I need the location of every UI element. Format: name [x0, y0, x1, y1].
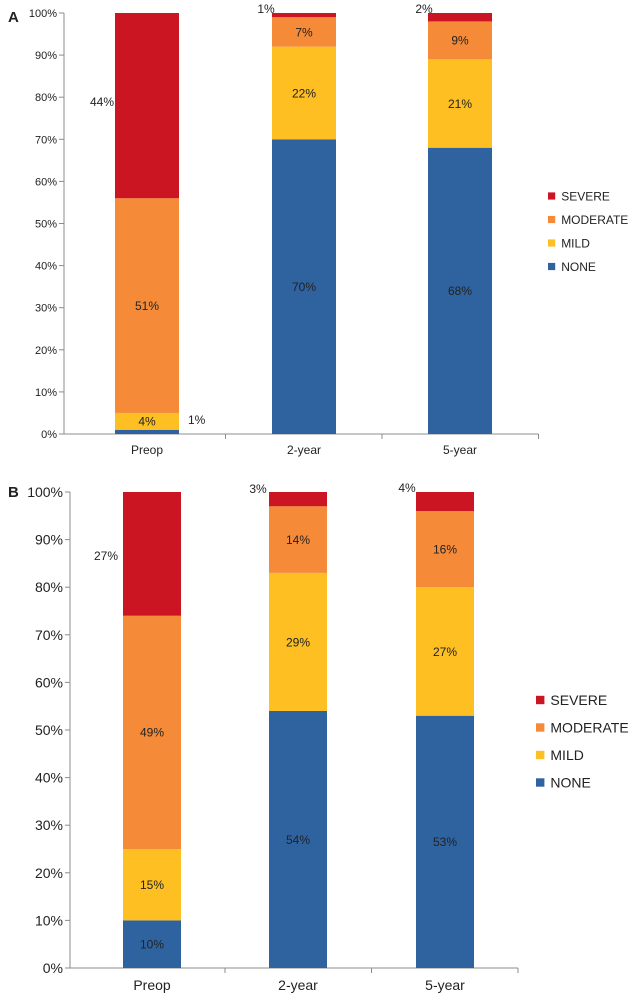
bar-segment-moderate: [123, 615, 181, 849]
chart-panel-a: A 0% 10% 20% 30% 40% 50% 60% 70% 80% 90% 100% Preop 2…: [8, 2, 628, 457]
legend-label: NONE: [561, 260, 596, 274]
bar-segment-moderate: [115, 198, 179, 413]
y-tick-label: 70%: [35, 627, 63, 643]
chart-panel-b: B 0% 10% 20% 30% 40% 50% 60% 70% 80% 90% 100% Preop 2…: [8, 481, 629, 993]
legend: SEVERE MODERATE MILD NONE: [548, 189, 628, 274]
y-tick-label: 40%: [35, 770, 63, 786]
legend-label: MILD: [561, 236, 590, 250]
data-label: 70%: [292, 280, 316, 294]
data-label: 21%: [448, 97, 472, 111]
panel-label: B: [8, 484, 19, 501]
data-label: 9%: [451, 34, 469, 48]
y-tick-label: 50%: [35, 218, 57, 230]
legend: SEVERE MODERATE MILD NONE: [536, 692, 629, 791]
data-label: 27%: [433, 645, 457, 659]
bar-segment-severe: [115, 13, 179, 199]
y-tick-label: 50%: [35, 722, 63, 738]
data-label: 54%: [286, 833, 310, 847]
x-category-label: 5-year: [443, 443, 477, 457]
legend-swatch-moderate: [548, 215, 556, 224]
data-label: 29%: [286, 635, 310, 649]
y-tick-label: 70%: [35, 134, 57, 146]
legend-swatch-severe: [548, 192, 556, 200]
data-label: 68%: [448, 284, 472, 298]
legend-swatch-none: [548, 262, 556, 271]
bar-segment-none: [428, 147, 492, 434]
legend-swatch-moderate: [536, 723, 545, 732]
data-label: 22%: [292, 86, 316, 100]
y-tick-label: 30%: [35, 303, 57, 315]
data-label: 27%: [94, 549, 118, 563]
bar-segment-severe: [416, 492, 474, 512]
bar-segment-moderate: [428, 21, 492, 60]
bar-segment-mild: [115, 412, 179, 430]
data-label: 49%: [140, 726, 164, 740]
y-tick-label: 80%: [35, 579, 63, 595]
data-label: 44%: [90, 95, 114, 109]
legend-swatch-none: [536, 778, 545, 787]
bar-segment-moderate: [272, 17, 336, 47]
data-label: 1%: [188, 413, 206, 427]
y-tick-label: 80%: [35, 92, 57, 104]
y-tick-label: 100%: [29, 8, 57, 20]
bar-segment-moderate: [416, 511, 474, 588]
y-tick-label: 10%: [35, 912, 63, 928]
bar-segment-none: [269, 710, 327, 968]
data-label: 7%: [295, 25, 313, 39]
y-tick-label: 90%: [35, 532, 63, 548]
data-label: 1%: [257, 2, 275, 16]
legend-label: MODERATE: [550, 720, 628, 736]
y-tick-label: 20%: [35, 345, 57, 357]
y-tick-label: 10%: [35, 387, 57, 399]
bar-segment-none: [123, 920, 181, 968]
bar-segment-severe: [272, 13, 336, 18]
data-label: 10%: [140, 938, 164, 952]
data-label: 2%: [415, 2, 433, 16]
data-label: 53%: [433, 835, 457, 849]
y-tick-label: 90%: [35, 50, 57, 62]
bar-segment-mild: [272, 46, 336, 140]
bar-segment-mild: [269, 572, 327, 711]
y-tick-label: 20%: [35, 865, 63, 881]
legend-swatch-mild: [548, 239, 556, 247]
data-label: 51%: [135, 299, 159, 313]
y-tick-label: 0%: [41, 429, 57, 441]
legend-label: NONE: [550, 775, 590, 791]
legend-label: SEVERE: [561, 189, 610, 203]
bar-segment-mild: [123, 849, 181, 921]
legend-label: MILD: [550, 747, 583, 763]
y-tick-label: 60%: [35, 176, 57, 188]
data-label: 16%: [433, 542, 457, 556]
x-category-label: Preop: [131, 443, 163, 457]
bar-segment-mild: [416, 587, 474, 716]
bar-segment-mild: [428, 59, 492, 148]
bar-segment-none: [272, 139, 336, 435]
legend-label: MODERATE: [561, 213, 628, 227]
y-tick-label: 100%: [27, 484, 63, 500]
data-label: 3%: [249, 482, 267, 496]
bar-segment-none: [115, 429, 179, 434]
data-label: 15%: [140, 878, 164, 892]
data-label: 14%: [286, 533, 310, 547]
x-category-label: 2-year: [287, 443, 321, 457]
y-tick-label: 0%: [43, 960, 63, 976]
x-category-label: 2-year: [278, 977, 318, 993]
bar-segment-severe: [269, 492, 327, 507]
legend-label: SEVERE: [550, 692, 607, 708]
bar-segment-severe: [428, 13, 492, 22]
y-tick-label: 60%: [35, 674, 63, 690]
panel-label: A: [8, 9, 19, 26]
x-category-label: 5-year: [425, 977, 465, 993]
data-label: 4%: [398, 481, 416, 495]
y-tick-label: 40%: [35, 261, 57, 273]
legend-swatch-mild: [536, 750, 545, 760]
x-category-label: Preop: [133, 977, 171, 993]
bar-segment-moderate: [269, 506, 327, 573]
bar-segment-none: [416, 715, 474, 968]
y-tick-label: 30%: [35, 817, 63, 833]
data-label: 4%: [138, 415, 156, 429]
legend-swatch-severe: [536, 695, 545, 705]
bar-segment-severe: [123, 492, 181, 616]
